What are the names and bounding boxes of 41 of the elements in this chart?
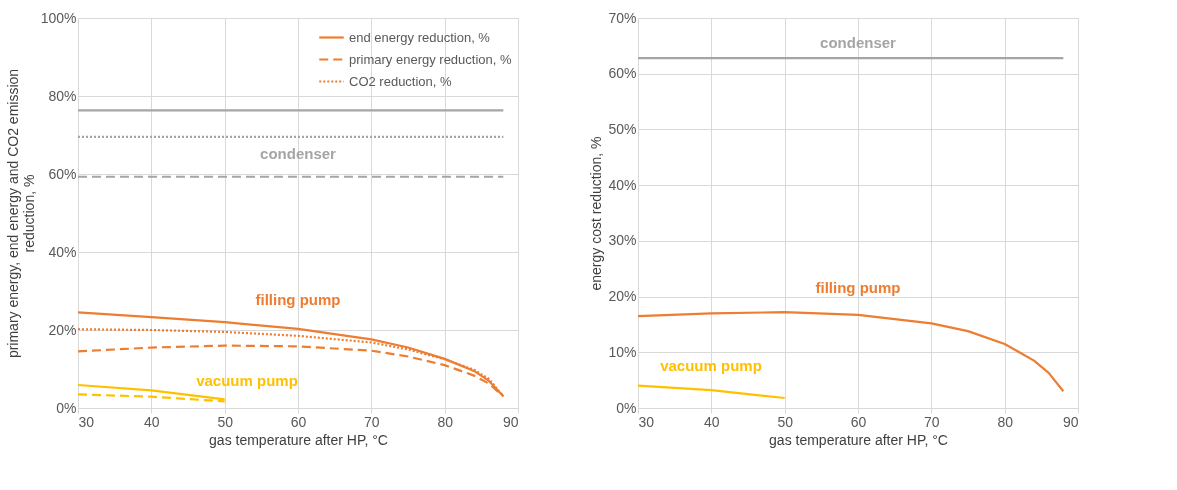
annotation: vacuum pump [660,357,762,374]
y-tick-label: 0% [56,399,77,416]
y-tick-label: 50% [608,120,637,137]
x-tick-label: 50 [777,413,794,430]
x-tick-label: 70 [364,413,380,430]
x-tick-label: 60 [290,413,307,430]
x-tick-label: 90 [1062,413,1079,430]
y-tick-label: 70% [608,9,637,26]
x-tick-label: 40 [144,413,160,430]
y-tick-label: 30% [608,232,637,249]
x-tick-label: 80 [997,413,1014,430]
y-tick-label: 60% [48,165,77,182]
x-tick-label: 70 [924,413,940,430]
annotation: filling pump [815,279,901,296]
y-tick-label: 40% [48,243,77,260]
y-tick-label: 100% [40,9,77,26]
y-axis-title: energy cost reduction, % [588,136,605,291]
y-tick-label: 60% [608,65,637,82]
x-axis-title: gas temperature after HP, °C [769,431,948,448]
y-tick-label: 20% [48,321,77,338]
annotation: vacuum pump [196,372,298,389]
legend-label: CO2 reduction, % [349,73,453,89]
x-axis-title: gas temperature after HP, °C [209,431,388,448]
x-tick-label: 60 [850,413,867,430]
y-tick-label: 80% [48,87,77,104]
x-tick-label: 40 [704,413,720,430]
annotation: filling pump [255,291,341,308]
annotation: condenser [260,145,337,162]
x-tick-label: 80 [437,413,454,430]
x-tick-label: 30 [638,413,655,430]
x-tick-label: 30 [78,413,95,430]
x-tick-label: 90 [502,413,519,430]
y-axis-title: primary energy, end energy and CO2 emission reduction, % [4,68,37,359]
x-tick-label: 50 [217,413,234,430]
legend-label: primary energy reduction, % [349,51,513,67]
annotation: condenser [820,34,897,51]
legend-label: end energy reduction, % [349,29,491,45]
y-tick-label: 40% [608,176,637,193]
y-tick-label: 20% [608,288,637,305]
y-tick-label: 0% [616,399,637,416]
y-tick-label: 10% [608,343,637,360]
